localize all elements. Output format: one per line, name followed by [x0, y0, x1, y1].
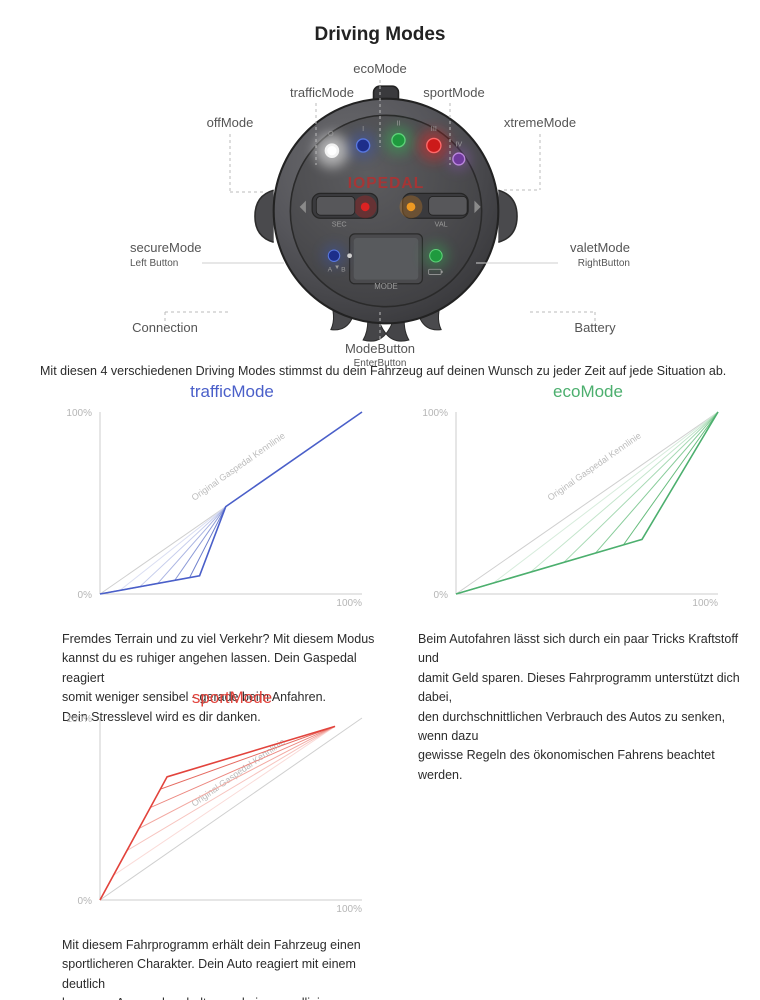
svg-text:ModeButton: ModeButton [345, 341, 415, 356]
svg-text:SEC: SEC [332, 220, 347, 229]
svg-text:II: II [396, 119, 400, 128]
svg-text:O: O [328, 129, 334, 138]
svg-text:100%: 100% [336, 598, 362, 609]
svg-text:0%: 0% [434, 590, 449, 601]
svg-text:Battery: Battery [574, 320, 616, 335]
svg-text:100%: 100% [336, 904, 362, 915]
svg-text:Original Gaspedal Kennlinie: Original Gaspedal Kennlinie [190, 736, 287, 808]
svg-text:A: A [328, 266, 333, 273]
svg-text:0%: 0% [78, 896, 93, 907]
svg-text:Left Button: Left Button [130, 258, 178, 269]
svg-text:100%: 100% [66, 714, 92, 725]
svg-text:100%: 100% [692, 598, 718, 609]
svg-text:secureMode: secureMode [130, 240, 202, 255]
svg-text:Original Gaspedal Kennlinie: Original Gaspedal Kennlinie [190, 430, 287, 502]
svg-text:VAL: VAL [435, 220, 448, 229]
svg-text:Connection: Connection [132, 320, 198, 335]
svg-text:100%: 100% [66, 408, 92, 419]
svg-text:IOPEDAL: IOPEDAL [348, 175, 425, 192]
svg-text:xtremeMode: xtremeMode [504, 115, 576, 130]
svg-text:valetMode: valetMode [570, 240, 630, 255]
svg-text:sportMode: sportMode [423, 85, 484, 100]
svg-text:I: I [362, 124, 364, 133]
svg-text:IV: IV [455, 140, 462, 149]
svg-text:III: III [431, 124, 437, 133]
svg-text:trafficMode: trafficMode [290, 85, 354, 100]
svg-text:B: B [341, 266, 346, 273]
svg-text:Original Gaspedal Kennlinie: Original Gaspedal Kennlinie [546, 430, 643, 502]
svg-text:ecoMode: ecoMode [353, 61, 406, 76]
svg-text:0%: 0% [78, 590, 93, 601]
svg-text:▼: ▼ [334, 264, 340, 271]
svg-text:MODE: MODE [374, 282, 397, 291]
svg-text:offMode: offMode [207, 115, 254, 130]
svg-text:100%: 100% [422, 408, 448, 419]
svg-text:RightButton: RightButton [578, 258, 630, 269]
